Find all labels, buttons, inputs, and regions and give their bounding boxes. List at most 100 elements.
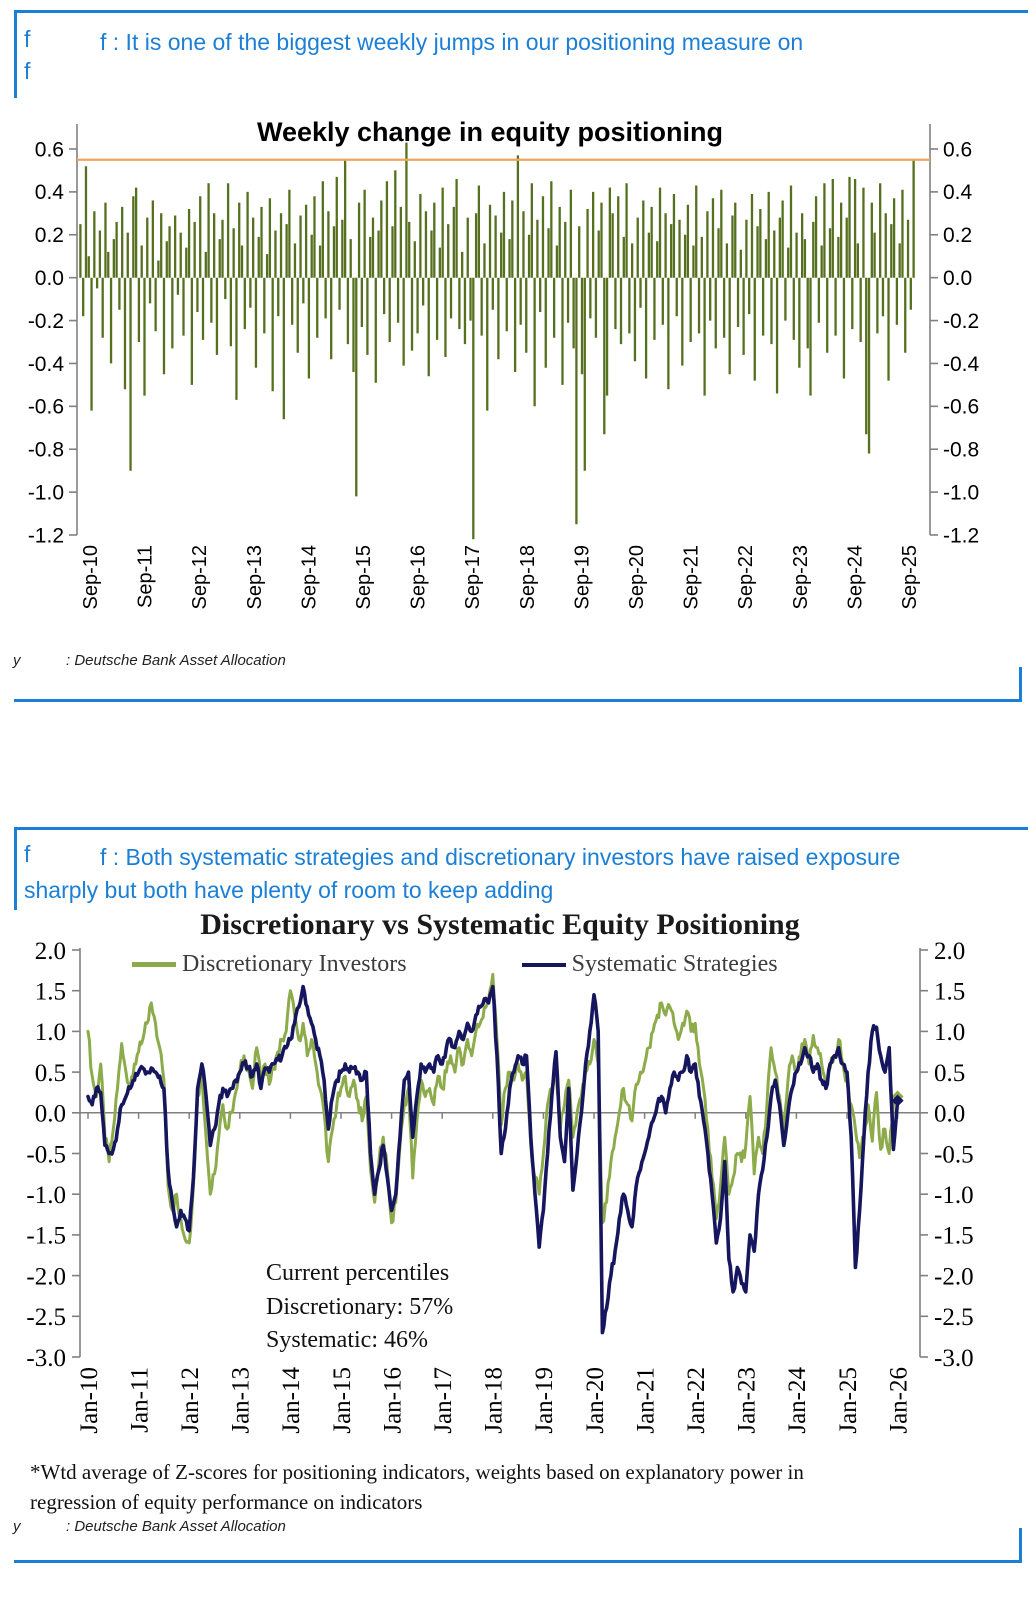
svg-text:Sep-14: Sep-14 — [298, 545, 320, 610]
current-percentiles-annotation: Current percentiles Discretionary: 57% S… — [266, 1257, 453, 1358]
annotation-line-2: Discretionary: 57% — [266, 1293, 454, 1320]
svg-text:Jan-26: Jan-26 — [885, 1367, 912, 1434]
svg-text:0.6: 0.6 — [35, 138, 64, 161]
svg-text:-1.0: -1.0 — [28, 481, 64, 504]
panel2-left-border — [14, 827, 17, 910]
svg-text:Sep-25: Sep-25 — [899, 545, 921, 610]
svg-text:1.5: 1.5 — [934, 978, 965, 1005]
panel1-left-border — [14, 10, 17, 98]
panel1-marker-1: f — [24, 26, 31, 52]
panel1-source-text: : Deutsche Bank Asset Allocation — [66, 652, 286, 669]
svg-text:-1.5: -1.5 — [934, 1223, 974, 1250]
svg-text:Jan-11: Jan-11 — [126, 1367, 153, 1433]
svg-text:Sep-10: Sep-10 — [80, 545, 102, 610]
panel1-headline: f : It is one of the biggest weekly jump… — [100, 29, 804, 55]
svg-text:Sep-19: Sep-19 — [571, 545, 593, 610]
svg-text:-2.0: -2.0 — [26, 1263, 66, 1290]
panel2-source-text: : Deutsche Bank Asset Allocation — [66, 1518, 286, 1535]
svg-text:Jan-22: Jan-22 — [683, 1367, 710, 1434]
chart2-footnote: *Wtd average of Z-scores for positioning… — [30, 1457, 940, 1518]
svg-text:2.0: 2.0 — [35, 938, 66, 965]
svg-text:Jan-20: Jan-20 — [582, 1367, 609, 1434]
svg-text:Sep-12: Sep-12 — [189, 545, 211, 610]
svg-text:-0.8: -0.8 — [943, 439, 979, 462]
svg-text:1.0: 1.0 — [934, 1019, 965, 1046]
svg-text:0.5: 0.5 — [35, 1060, 66, 1087]
svg-text:2.0: 2.0 — [934, 938, 965, 965]
svg-text:Jan-13: Jan-13 — [228, 1367, 255, 1434]
panel2-right-border — [1019, 1528, 1022, 1563]
discretionary-vs-systematic-line-chart: 2.0 2.0 1.5 1.5 1.0 1.0 0.5 0.5 0.0 0.0 -0.5 -0.5 -1… — [26, 938, 974, 1434]
systematic-line-swatch — [521, 962, 566, 967]
legend-item-discretionary: Discretionary Investors — [132, 951, 407, 978]
svg-text:-0.8: -0.8 — [28, 439, 64, 462]
panel1-marker-2: f — [24, 58, 31, 84]
svg-text:-0.4: -0.4 — [28, 353, 65, 376]
footnote-line-1: *Wtd average of Z-scores for positioning… — [30, 1460, 804, 1484]
svg-text:-1.2: -1.2 — [28, 524, 64, 547]
svg-text:Jan-19: Jan-19 — [531, 1367, 558, 1434]
svg-text:Jan-21: Jan-21 — [632, 1367, 659, 1434]
panel2-source-marker: y — [13, 1518, 21, 1535]
svg-text:-3.0: -3.0 — [26, 1345, 66, 1372]
svg-text:-0.5: -0.5 — [934, 1141, 974, 1168]
svg-text:0.0: 0.0 — [934, 1101, 965, 1128]
weekly-change-bar-chart: 0.6 0.6 0.4 0.4 0.2 0.2 0.0 0.0 -0.2 -0.2 -0.4 -0.4… — [28, 124, 980, 610]
svg-text:Jan-14: Jan-14 — [278, 1367, 305, 1434]
svg-text:-0.5: -0.5 — [26, 1141, 66, 1168]
chart2-title: Discretionary vs Systematic Equity Posit… — [200, 908, 800, 941]
svg-text:0.2: 0.2 — [943, 224, 972, 247]
svg-text:Sep-11: Sep-11 — [135, 545, 157, 608]
legend-label-discretionary: Discretionary Investors — [182, 951, 407, 977]
svg-text:0.6: 0.6 — [943, 138, 972, 161]
chart2-legend: Discretionary Investors Systematic Strat… — [132, 951, 778, 978]
svg-text:Jan-15: Jan-15 — [329, 1367, 356, 1434]
footnote-line-2: regression of equity performance on indi… — [30, 1490, 423, 1515]
svg-text:-3.0: -3.0 — [934, 1345, 974, 1372]
legend-item-systematic: Systematic Strategies — [521, 951, 778, 978]
svg-text:-0.2: -0.2 — [28, 310, 64, 333]
panel2-bottom-border — [14, 1560, 1022, 1563]
svg-text:Sep-18: Sep-18 — [517, 545, 539, 610]
svg-text:Jan-10: Jan-10 — [76, 1367, 103, 1434]
panel2-top-border — [14, 827, 1028, 830]
svg-text:0.2: 0.2 — [35, 224, 64, 247]
svg-text:Sep-24: Sep-24 — [844, 545, 866, 610]
panel1-bottom-border — [14, 699, 1022, 702]
svg-text:Jan-16: Jan-16 — [379, 1367, 406, 1434]
svg-text:Jan-18: Jan-18 — [481, 1367, 508, 1434]
svg-text:0.0: 0.0 — [35, 267, 64, 290]
svg-text:-1.0: -1.0 — [26, 1182, 66, 1209]
svg-text:Sep-15: Sep-15 — [353, 545, 375, 610]
svg-text:Sep-16: Sep-16 — [408, 545, 430, 610]
annotation-line-3: Systematic: 46% — [266, 1327, 428, 1354]
svg-text:1.5: 1.5 — [35, 978, 66, 1005]
svg-text:Sep-23: Sep-23 — [790, 545, 812, 610]
panel1-top-border — [14, 10, 1028, 13]
svg-text:-1.2: -1.2 — [943, 524, 979, 547]
svg-text:-2.5: -2.5 — [934, 1304, 974, 1331]
svg-text:0.5: 0.5 — [934, 1060, 965, 1087]
svg-text:Sep-17: Sep-17 — [462, 545, 484, 610]
svg-text:Sep-13: Sep-13 — [244, 545, 266, 610]
svg-text:-2.0: -2.0 — [934, 1263, 974, 1290]
svg-text:Jan-24: Jan-24 — [784, 1367, 811, 1434]
svg-text:0.4: 0.4 — [35, 181, 65, 204]
svg-text:0.4: 0.4 — [943, 181, 973, 204]
legend-label-systematic: Systematic Strategies — [571, 951, 778, 977]
svg-text:-2.5: -2.5 — [26, 1304, 66, 1331]
svg-text:-1.5: -1.5 — [26, 1223, 66, 1250]
svg-text:1.0: 1.0 — [35, 1019, 66, 1046]
chart1-title: Weekly change in equity positioning — [256, 117, 724, 147]
svg-text:0.0: 0.0 — [943, 267, 972, 290]
svg-text:Sep-21: Sep-21 — [681, 545, 703, 610]
svg-text:Jan-12: Jan-12 — [177, 1367, 204, 1434]
svg-text:Jan-23: Jan-23 — [734, 1367, 761, 1434]
svg-text:-0.6: -0.6 — [943, 396, 979, 419]
panel2-headline: f : Both systematic strategies and discr… — [24, 844, 901, 904]
svg-text:Jan-17: Jan-17 — [430, 1367, 457, 1434]
svg-text:0.0: 0.0 — [35, 1101, 66, 1128]
svg-text:Sep-20: Sep-20 — [626, 545, 648, 610]
svg-text:-0.6: -0.6 — [28, 396, 64, 419]
